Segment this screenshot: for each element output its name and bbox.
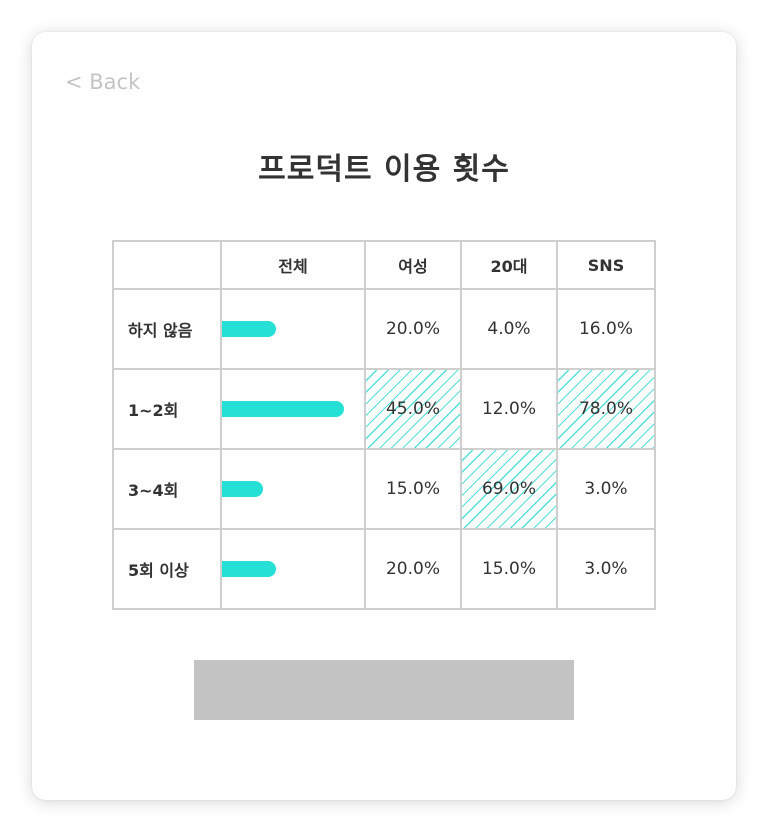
row-label: 5회 이상 [112, 528, 222, 610]
total-bar [222, 561, 276, 577]
total-bar [222, 481, 263, 497]
value-cell: 12.0% [460, 368, 558, 450]
value-cell: 16.0% [556, 288, 656, 370]
value-cell: 69.0% [460, 448, 558, 530]
page-title: 프로덕트 이용 횟수 [258, 152, 510, 187]
value-cell: 78.0% [556, 368, 656, 450]
value-text: 12.0% [481, 399, 536, 419]
value-text: 20.0% [385, 559, 440, 579]
value-text: 69.0% [481, 479, 536, 499]
usage-table: 전체 여성 20대 SNS 하지 않음 20.0% 4.0% 16.0% 1~2회 45.… [112, 240, 656, 610]
row-label: 하지 않음 [112, 288, 222, 370]
value-cell: 3.0% [556, 528, 656, 610]
survey-card: < Back 프로덕트 이용 횟수 전체 여성 20대 SNS 하지 않음 20.… [32, 32, 736, 800]
table-row: 5회 이상 20.0% 15.0% 3.0% [112, 528, 656, 610]
header-20s: 20대 [460, 240, 558, 290]
header-female: 여성 [364, 240, 462, 290]
header-total: 전체 [220, 240, 366, 290]
action-button-placeholder[interactable] [194, 660, 574, 720]
value-text: 20.0% [385, 319, 440, 339]
value-cell: 20.0% [364, 528, 462, 610]
value-cell: 15.0% [364, 448, 462, 530]
value-cell: 3.0% [556, 448, 656, 530]
value-text: 15.0% [481, 559, 536, 579]
row-label: 3~4회 [112, 448, 222, 530]
value-cell: 4.0% [460, 288, 558, 370]
header-corner [112, 240, 222, 290]
total-bar-cell [220, 448, 366, 530]
total-bar-cell [220, 528, 366, 610]
value-text: 15.0% [385, 479, 440, 499]
table-header-row: 전체 여성 20대 SNS [112, 240, 656, 290]
value-text: 45.0% [385, 399, 440, 419]
header-sns: SNS [556, 240, 656, 290]
row-label: 1~2회 [112, 368, 222, 450]
value-cell: 45.0% [364, 368, 462, 450]
value-cell: 15.0% [460, 528, 558, 610]
value-cell: 20.0% [364, 288, 462, 370]
value-text: 3.0% [584, 559, 628, 579]
total-bar [222, 321, 276, 337]
back-link[interactable]: < Back [65, 70, 141, 94]
value-text: 3.0% [584, 479, 628, 499]
total-bar [222, 401, 344, 417]
value-text: 78.0% [578, 399, 633, 419]
value-text: 4.0% [487, 319, 531, 339]
total-bar-cell [220, 288, 366, 370]
total-bar-cell [220, 368, 366, 450]
table-row: 1~2회 45.0% 12.0% 78.0% [112, 368, 656, 450]
table-row: 3~4회 15.0% 69.0% 3.0% [112, 448, 656, 530]
value-text: 16.0% [578, 319, 633, 339]
table-row: 하지 않음 20.0% 4.0% 16.0% [112, 288, 656, 370]
